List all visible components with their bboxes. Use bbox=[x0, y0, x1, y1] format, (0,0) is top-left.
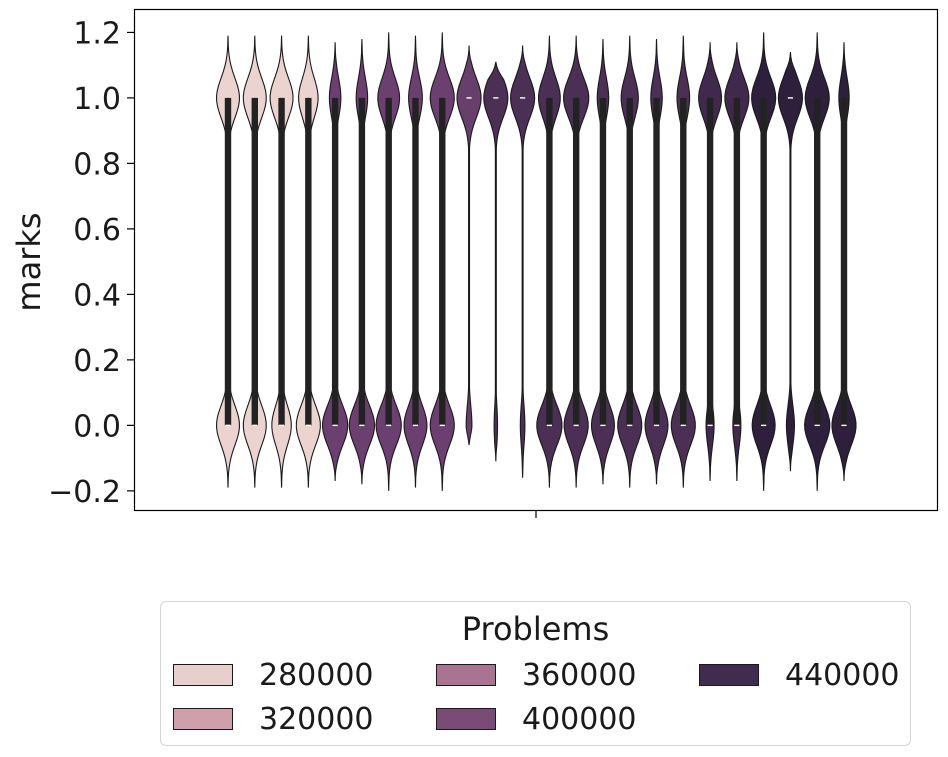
violin-chart: −0.2 0.0 0.2 0.4 0.6 0.8 1.0 1.2 marks bbox=[10, 8, 939, 518]
violin-box bbox=[331, 97, 339, 426]
violin-box bbox=[224, 97, 232, 426]
legend-label: 280000 bbox=[259, 657, 374, 693]
violin-box bbox=[251, 97, 258, 426]
legend-swatch bbox=[436, 708, 496, 730]
violin-body bbox=[509, 45, 536, 478]
violin-box bbox=[385, 97, 392, 426]
legend-item: 400000 bbox=[436, 701, 637, 737]
violin-box bbox=[733, 97, 741, 426]
violin-box bbox=[653, 97, 660, 426]
y-tick-label: 0.2 bbox=[73, 344, 121, 379]
violin-box bbox=[412, 97, 419, 426]
violin-box bbox=[626, 97, 633, 426]
legend-label: 440000 bbox=[785, 657, 900, 693]
violin-box bbox=[358, 97, 366, 426]
violin-group bbox=[216, 32, 857, 491]
violin-box bbox=[546, 97, 553, 426]
violin-box bbox=[278, 97, 285, 426]
legend-swatch bbox=[173, 708, 233, 730]
legend-swatch bbox=[173, 664, 233, 686]
legend-swatch bbox=[436, 664, 496, 686]
violin-box bbox=[680, 97, 687, 426]
plot-frame bbox=[133, 8, 939, 512]
violin-box bbox=[760, 97, 767, 426]
violin-box bbox=[305, 97, 312, 426]
y-tick-label: 0.8 bbox=[73, 147, 121, 182]
violin-box bbox=[439, 97, 446, 426]
legend-label: 400000 bbox=[522, 701, 637, 737]
legend-item: 320000 bbox=[173, 701, 374, 737]
legend-label: 360000 bbox=[522, 657, 637, 693]
y-tick-label: −0.2 bbox=[48, 475, 121, 510]
violin-box bbox=[599, 97, 607, 426]
violin-box bbox=[814, 97, 821, 426]
violin-box bbox=[706, 97, 714, 426]
legend-item: 360000 bbox=[436, 657, 637, 693]
y-tick-label: 1.2 bbox=[73, 16, 121, 51]
violin-box bbox=[572, 97, 580, 426]
violin-body bbox=[456, 45, 482, 446]
y-tick-label: 0.6 bbox=[73, 213, 121, 248]
y-axis: −0.2 0.0 0.2 0.4 0.6 0.8 1.0 1.2 bbox=[48, 16, 135, 510]
legend-label: 320000 bbox=[259, 701, 374, 737]
legend: Problems 280000 320000 360000 400000 440… bbox=[160, 601, 911, 746]
y-tick-label: 0.4 bbox=[73, 278, 121, 313]
y-tick-label: 0.0 bbox=[73, 409, 121, 444]
y-tick-label: 1.0 bbox=[73, 82, 121, 117]
legend-swatch bbox=[699, 664, 759, 686]
legend-item: 440000 bbox=[699, 657, 900, 693]
violin-body bbox=[777, 52, 804, 472]
violin-body bbox=[483, 61, 509, 462]
legend-title: Problems bbox=[461, 610, 610, 648]
violin-box bbox=[840, 97, 848, 426]
legend-item: 280000 bbox=[173, 657, 374, 693]
y-axis-label: marks bbox=[10, 212, 48, 311]
